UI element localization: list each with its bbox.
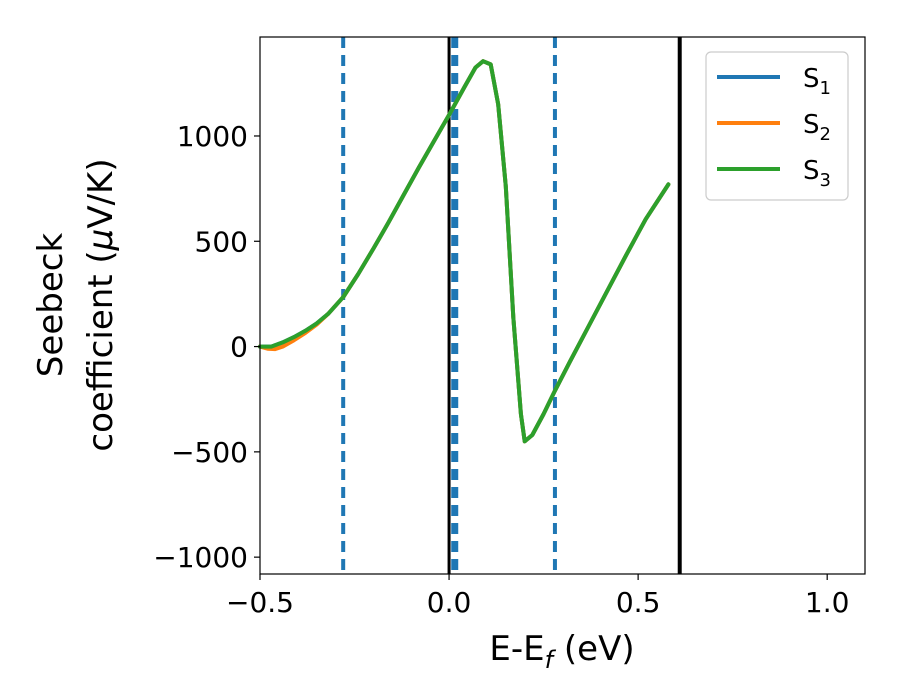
y-axis-ticks: −1000 −500 0 500 1000 <box>153 120 260 574</box>
y-tick-label: 500 <box>195 225 248 258</box>
plot-frame <box>259 36 866 575</box>
x-axis-ticks: −0.5 0.0 0.5 1.0 <box>226 574 849 619</box>
y-axis-label-line2: coefficient (μV/K) <box>81 158 121 451</box>
series-line-1 <box>258 59 671 444</box>
y-axis-label-suffix: V/K) <box>81 158 121 228</box>
y-tick-label: −1000 <box>153 541 248 574</box>
x-axis-label-suffix: (eV) <box>553 629 635 669</box>
legend-label-2: S2 <box>803 110 831 145</box>
reference-lines <box>341 37 682 574</box>
x-tick-label: 0.0 <box>427 586 472 619</box>
y-axis-label: Seebeck coefficient (μV/K) <box>31 158 121 451</box>
legend-label-1: S1 <box>803 64 831 99</box>
series-line-3 <box>258 59 671 444</box>
series-line-2 <box>258 59 671 444</box>
y-tick-label: 0 <box>230 331 248 364</box>
y-axis-label-mu: μ <box>81 229 121 252</box>
y-tick-label: −500 <box>171 436 248 469</box>
y-tick-label: 1000 <box>177 120 248 153</box>
legend-box <box>705 51 849 201</box>
series-lines <box>258 59 671 444</box>
x-axis-label: E-Ef (eV) <box>489 629 634 674</box>
y-axis-label-line1: Seebeck <box>31 233 71 378</box>
x-axis-label-main: E-E <box>489 629 544 669</box>
y-axis-label-prefix: coefficient ( <box>81 250 121 451</box>
legend-label-3: S3 <box>803 156 831 191</box>
x-tick-label: 1.0 <box>805 586 850 619</box>
legend: S1 S2 S3 <box>705 51 849 201</box>
x-tick-label: −0.5 <box>226 586 294 619</box>
x-tick-label: 0.5 <box>616 586 661 619</box>
